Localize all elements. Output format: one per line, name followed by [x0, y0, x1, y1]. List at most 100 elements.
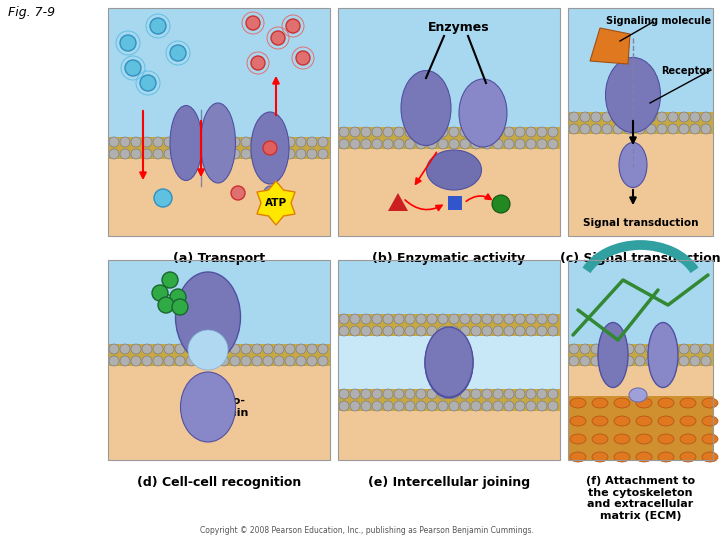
Bar — [108, 8, 330, 236]
Circle shape — [427, 326, 437, 336]
Circle shape — [153, 137, 163, 147]
Circle shape — [416, 401, 426, 411]
Circle shape — [186, 137, 196, 147]
Circle shape — [285, 137, 295, 147]
Circle shape — [142, 344, 152, 354]
Circle shape — [170, 45, 186, 61]
Circle shape — [131, 344, 141, 354]
Circle shape — [416, 314, 426, 324]
Circle shape — [405, 314, 415, 324]
Circle shape — [350, 326, 360, 336]
Circle shape — [383, 389, 393, 399]
Circle shape — [427, 139, 437, 149]
Circle shape — [482, 326, 492, 336]
Circle shape — [471, 389, 481, 399]
Circle shape — [504, 389, 514, 399]
Polygon shape — [590, 28, 630, 64]
Circle shape — [318, 149, 328, 159]
Circle shape — [125, 60, 141, 76]
Circle shape — [416, 139, 426, 149]
Ellipse shape — [570, 452, 586, 462]
Circle shape — [624, 124, 634, 134]
Circle shape — [602, 356, 612, 366]
Text: (c) Signal transduction: (c) Signal transduction — [560, 252, 720, 265]
Circle shape — [613, 356, 623, 366]
Circle shape — [591, 344, 601, 354]
Circle shape — [580, 112, 590, 122]
Circle shape — [679, 344, 689, 354]
Circle shape — [657, 356, 667, 366]
Circle shape — [142, 149, 152, 159]
Circle shape — [405, 401, 415, 411]
Circle shape — [219, 149, 229, 159]
Circle shape — [372, 139, 382, 149]
Ellipse shape — [606, 57, 660, 132]
Bar — [108, 159, 330, 236]
Circle shape — [252, 149, 262, 159]
Circle shape — [602, 344, 612, 354]
Ellipse shape — [636, 452, 652, 462]
Circle shape — [591, 124, 601, 134]
Circle shape — [339, 326, 349, 336]
Ellipse shape — [629, 388, 647, 402]
Circle shape — [449, 326, 459, 336]
Circle shape — [263, 149, 273, 159]
Circle shape — [657, 112, 667, 122]
Ellipse shape — [619, 143, 647, 187]
Circle shape — [361, 314, 371, 324]
Text: (a) Transport: (a) Transport — [173, 252, 265, 265]
Circle shape — [569, 124, 579, 134]
Circle shape — [526, 314, 536, 324]
Circle shape — [548, 139, 558, 149]
Ellipse shape — [702, 398, 718, 408]
Circle shape — [318, 344, 328, 354]
Circle shape — [493, 127, 503, 137]
Circle shape — [635, 124, 645, 134]
Circle shape — [624, 344, 634, 354]
Ellipse shape — [425, 328, 473, 398]
Circle shape — [186, 356, 196, 366]
Bar — [338, 389, 560, 411]
Bar — [338, 314, 560, 336]
Circle shape — [252, 356, 262, 366]
Circle shape — [131, 137, 141, 147]
Text: Enzymes: Enzymes — [428, 22, 490, 35]
Circle shape — [296, 356, 306, 366]
Circle shape — [646, 124, 656, 134]
Circle shape — [668, 112, 678, 122]
Ellipse shape — [570, 398, 586, 408]
Ellipse shape — [680, 434, 696, 444]
Circle shape — [350, 127, 360, 137]
Circle shape — [690, 112, 700, 122]
Circle shape — [131, 356, 141, 366]
Circle shape — [526, 389, 536, 399]
Circle shape — [372, 314, 382, 324]
Circle shape — [318, 137, 328, 147]
Ellipse shape — [636, 416, 652, 426]
Circle shape — [635, 112, 645, 122]
Circle shape — [701, 344, 711, 354]
Circle shape — [251, 56, 265, 70]
Circle shape — [274, 149, 284, 159]
Circle shape — [296, 137, 306, 147]
Circle shape — [131, 149, 141, 159]
Circle shape — [504, 314, 514, 324]
Bar — [338, 8, 560, 236]
Circle shape — [339, 401, 349, 411]
Circle shape — [624, 112, 634, 122]
Circle shape — [679, 124, 689, 134]
Circle shape — [350, 314, 360, 324]
Circle shape — [263, 356, 273, 366]
Ellipse shape — [702, 416, 718, 426]
Bar — [568, 260, 713, 344]
Circle shape — [438, 401, 448, 411]
Circle shape — [361, 401, 371, 411]
Ellipse shape — [614, 416, 630, 426]
Ellipse shape — [425, 327, 473, 397]
Circle shape — [515, 326, 525, 336]
Circle shape — [602, 112, 612, 122]
Circle shape — [241, 356, 251, 366]
Circle shape — [109, 356, 119, 366]
Circle shape — [449, 389, 459, 399]
Circle shape — [231, 186, 245, 200]
